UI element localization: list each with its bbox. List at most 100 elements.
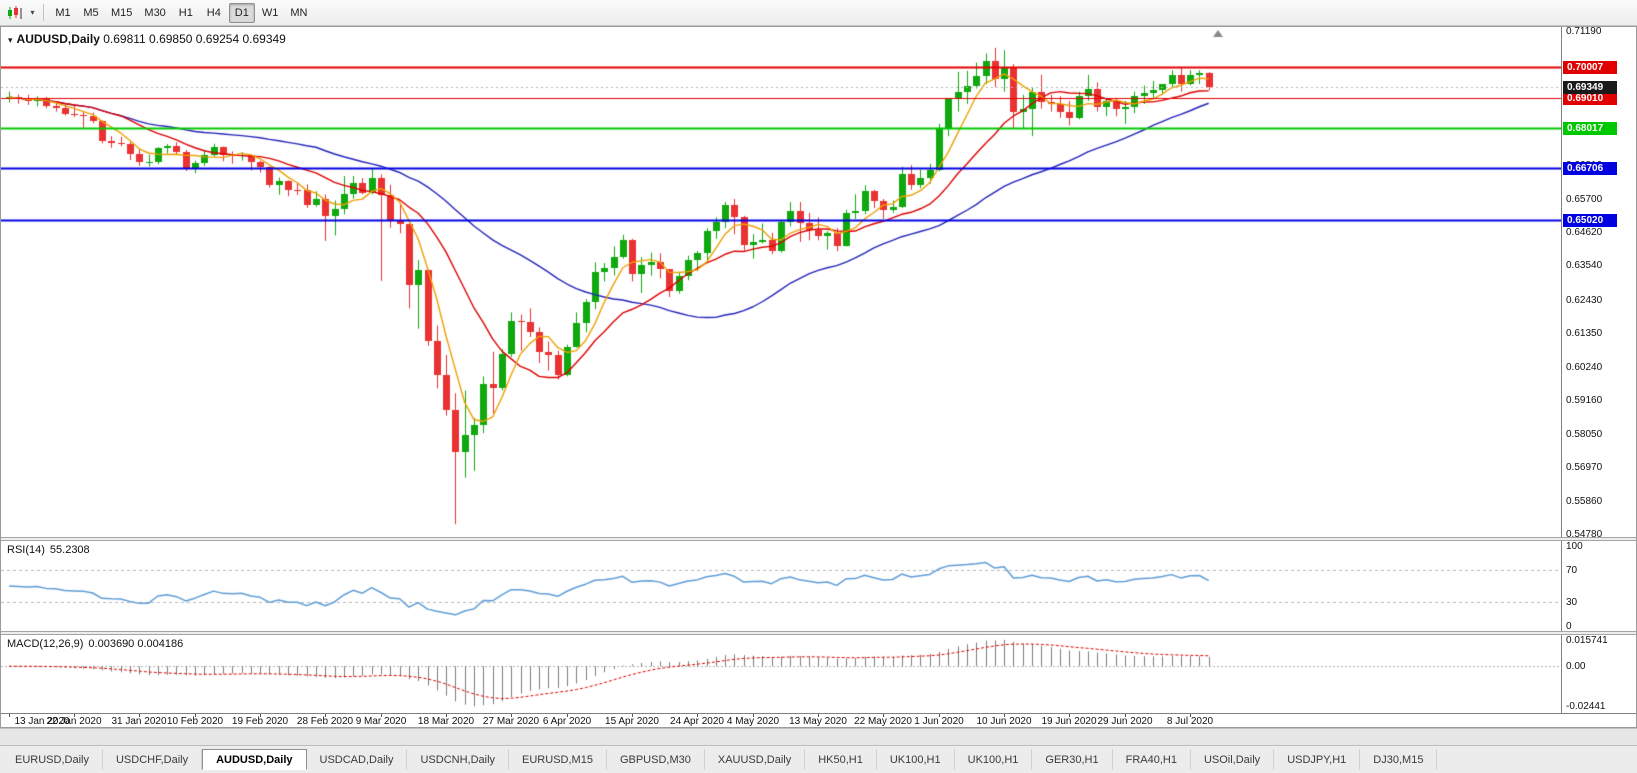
date-tick-mark: [632, 714, 633, 717]
timeframe-button-h4[interactable]: H4: [206, 6, 221, 19]
date-tick-mark: [325, 714, 326, 717]
chart-tab-ger30-h1[interactable]: GER30,H1: [1032, 749, 1113, 770]
rsi-name: RSI(14): [7, 544, 45, 556]
date-tick-mark: [939, 714, 940, 717]
timeframe-button-h1[interactable]: H1: [178, 6, 193, 19]
date-tick-mark: [74, 714, 75, 717]
date-tick-label: 4 May 2020: [726, 716, 780, 727]
chart-tab-uk100-h1[interactable]: UK100,H1: [876, 749, 955, 770]
rsi-axis-label: 0: [1566, 621, 1572, 632]
rsi-value: 55.2308: [49, 544, 90, 556]
chart-tab-usdcad-daily[interactable]: USDCAD,Daily: [306, 749, 408, 770]
timeframe-button-w1[interactable]: W1: [261, 6, 279, 19]
date-tick-label: 18 Mar 2020: [417, 716, 475, 727]
rsi-indicator-canvas[interactable]: [1, 541, 1561, 631]
price-tick-label: 0.55860: [1566, 496, 1603, 507]
bottom-strip: [0, 728, 1637, 745]
price-tick-label: 0.58050: [1566, 429, 1603, 440]
chart-tab-fra40-h1[interactable]: FRA40,H1: [1112, 749, 1191, 770]
candlestick-chart-icon: [8, 5, 22, 19]
price-axis[interactable]: 0.711900.700800.690000.678900.668100.657…: [1561, 26, 1635, 727]
chart-tab-eurusd-m15[interactable]: EURUSD,M15: [509, 749, 607, 770]
chart-tab-gbpusd-m30[interactable]: GBPUSD,M30: [606, 749, 705, 770]
date-tick-label: 9 Mar 2020: [355, 716, 407, 727]
price-tick-label: 0.56970: [1566, 462, 1603, 473]
timeframe-button-m5[interactable]: M5: [83, 6, 99, 19]
chart-tab-hk50-h1[interactable]: HK50,H1: [805, 749, 877, 770]
chart-tab-usoil-daily[interactable]: USOil,Daily: [1190, 749, 1275, 770]
date-tick-label: 22 Jan 2020: [46, 716, 102, 727]
price-tick-label: 0.54780: [1566, 529, 1603, 540]
date-tick-mark: [697, 714, 698, 717]
rsi-label: RSI(14) 55.2308: [7, 544, 90, 556]
date-tick-label: 19 Feb 2020: [231, 716, 289, 727]
macd-values: 0.003690 0.004186: [88, 638, 184, 650]
timeframe-button-m15[interactable]: M15: [111, 6, 133, 19]
timeframe-button-m1[interactable]: M1: [55, 6, 71, 19]
chart-tab-usdjpy-h1[interactable]: USDJPY,H1: [1274, 749, 1361, 770]
timeframe-button-m30[interactable]: M30: [144, 6, 166, 19]
chart-ohlc-values: 0.69811 0.69850 0.69254 0.69349: [103, 32, 286, 46]
timeframe-button-d1[interactable]: D1: [228, 2, 255, 23]
date-tick-mark: [753, 714, 754, 717]
chart-tab-audusd-daily[interactable]: AUDUSD,Daily: [202, 749, 307, 770]
macd-axis-label: 0.00: [1566, 661, 1586, 672]
macd-axis-label: 0.015741: [1566, 635, 1608, 646]
current-price-badge: 0.69349: [1563, 81, 1617, 94]
date-tick-mark: [883, 714, 884, 717]
timeframe-button-mn[interactable]: MN: [290, 6, 308, 19]
price-tick-label: 0.62430: [1566, 295, 1603, 306]
chart-tab-usdchf-daily[interactable]: USDCHF,Daily: [102, 749, 203, 770]
date-tick-mark: [818, 714, 819, 717]
chart-window-icon[interactable]: [3, 3, 27, 23]
date-tick-label: 24 Apr 2020: [670, 716, 724, 727]
date-tick-label: 13 May 2020: [789, 716, 847, 727]
macd-name: MACD(12,26,9): [7, 638, 84, 650]
date-tick-mark: [139, 714, 140, 717]
chart-tab-dj30-m15[interactable]: DJ30,M15: [1360, 749, 1438, 770]
rsi-axis-label: 70: [1566, 565, 1578, 576]
date-tick-mark: [567, 714, 568, 717]
panel-splitter-rsi[interactable]: [1, 537, 1636, 541]
panel-splitter-macd[interactable]: [1, 631, 1636, 635]
date-tick-label: 31 Jan 2020: [111, 716, 167, 727]
price-tick-label: 0.65700: [1566, 194, 1603, 205]
chart-window: ▾ AUDUSD,Daily 0.69811 0.69850 0.69254 0.…: [0, 26, 1637, 728]
date-tick-mark: [511, 714, 512, 717]
date-axis[interactable]: 13 Jan 2020 22 Jan 2020 31 Jan 2020 10 Feb …: [1, 713, 1636, 727]
chart-tab-xauusd-daily[interactable]: XAUUSD,Daily: [704, 749, 806, 770]
chart-tab-usdcnh-daily[interactable]: USDCNH,Daily: [407, 749, 510, 770]
price-tick-label: 0.71190: [1566, 26, 1602, 37]
date-tick-label: 13 Jan 2020: [14, 716, 70, 727]
rsi-axis-label: 100: [1566, 541, 1583, 552]
macd-indicator-canvas[interactable]: [1, 635, 1561, 713]
macd-label: MACD(12,26,9) 0.003690 0.004186: [7, 638, 183, 650]
price-level-badge: 0.66706: [1563, 162, 1617, 175]
chart-tab-bar: EURUSD,Daily USDCHF,Daily AUDUSD,Daily USDC…: [0, 745, 1637, 770]
date-tick-mark: [195, 714, 196, 717]
date-tick-label: 1 Jun 2020: [914, 716, 964, 727]
price-level-badge: 0.65020: [1563, 214, 1617, 227]
macd-axis-label: -0.02441: [1566, 701, 1606, 712]
price-level-badge: 0.69010: [1563, 92, 1617, 105]
price-level-badge: 0.70007: [1563, 61, 1617, 74]
chart-symbol: AUDUSD,Daily: [16, 32, 100, 46]
price-tick-label: 0.64620: [1566, 227, 1603, 238]
date-tick-label: 6 Apr 2020: [542, 716, 592, 727]
date-tick-mark: [9, 714, 10, 717]
price-level-badge: 0.68017: [1563, 122, 1617, 135]
date-tick-label: 27 Mar 2020: [482, 716, 540, 727]
chart-tab-eurusd-daily[interactable]: EURUSD,Daily: [2, 749, 103, 770]
chart-menu-caret-icon[interactable]: ▾: [30, 8, 35, 17]
date-tick-label: 10 Feb 2020: [166, 716, 224, 727]
chart-tab-uk100-h1[interactable]: UK100,H1: [954, 749, 1033, 770]
chart-title-caret-icon: ▾: [8, 35, 13, 45]
price-tick-label: 0.60240: [1566, 362, 1603, 373]
date-tick-label: 29 Jun 2020: [1097, 716, 1153, 727]
price-tick-label: 0.63540: [1566, 260, 1603, 271]
top-toolbar: ▾ M1 M5 M15 M30 H1 H4 D1 W1 MN: [0, 0, 1637, 26]
window-bottom-edge: [0, 770, 1637, 773]
date-tick-label: 15 Apr 2020: [605, 716, 659, 727]
main-price-chart-canvas[interactable]: [1, 27, 1561, 537]
date-tick-label: 22 May 2020: [854, 716, 912, 727]
